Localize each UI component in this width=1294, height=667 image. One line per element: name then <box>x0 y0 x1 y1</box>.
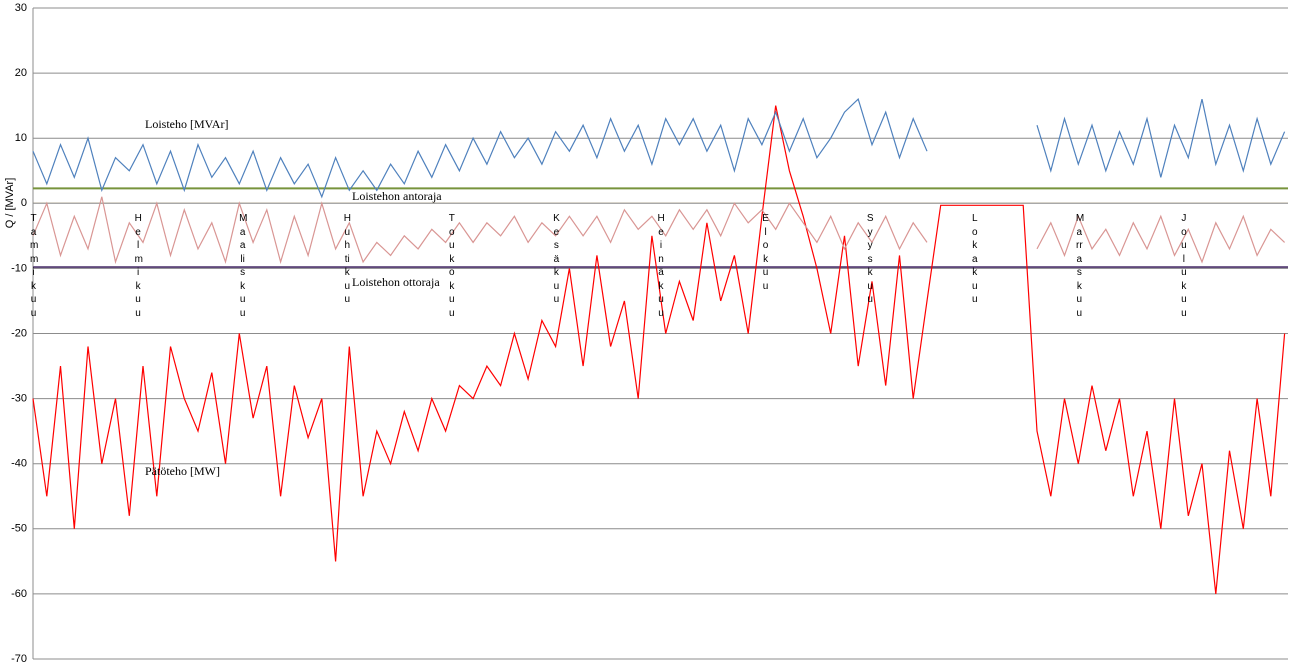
reference-label: Loistehon ottoraja <box>352 275 440 289</box>
reference-label: Loistehon antoraja <box>352 189 442 203</box>
month-label: Joulukuu <box>1181 213 1187 319</box>
y-tick-label: 30 <box>15 2 27 14</box>
y-tick-label: 10 <box>15 132 27 144</box>
month-label: Helmikuu <box>134 213 143 319</box>
month-label: Maaliskuu <box>239 213 248 319</box>
y-tick-label: -70 <box>11 653 27 665</box>
month-label: Heinäkuu <box>657 213 665 319</box>
series-line <box>1036 214 1286 264</box>
month-label: Toukokuu <box>448 213 455 319</box>
series-line <box>32 105 1286 594</box>
y-tick-label: 0 <box>21 197 27 209</box>
y-tick-label: -10 <box>11 262 27 274</box>
month-label: Elokuu <box>762 213 769 292</box>
y-tick-label: -30 <box>11 393 27 405</box>
month-label: Marraskuu <box>1075 213 1085 319</box>
month-label: Syyskuu <box>866 213 874 305</box>
series-line <box>32 97 928 199</box>
y-tick-label: -20 <box>11 327 27 339</box>
month-label: Lokakuu <box>971 213 978 305</box>
month-label: Kesäkuu <box>553 213 560 305</box>
y-tick-label: 20 <box>15 67 27 79</box>
y-axis-label: Q / [MVAr] <box>4 178 16 229</box>
series-line <box>32 196 928 265</box>
series-label: Loisteho [MVAr] <box>145 117 228 131</box>
y-tick-label: -40 <box>11 458 27 470</box>
y-tick-label: -50 <box>11 523 27 535</box>
month-label: Huhtikuu <box>343 213 351 305</box>
series-label: Pätöteho [MW] <box>145 464 220 478</box>
month-label: Tammikuu <box>30 213 39 319</box>
series-line <box>1036 98 1286 178</box>
y-tick-label: -60 <box>11 588 27 600</box>
